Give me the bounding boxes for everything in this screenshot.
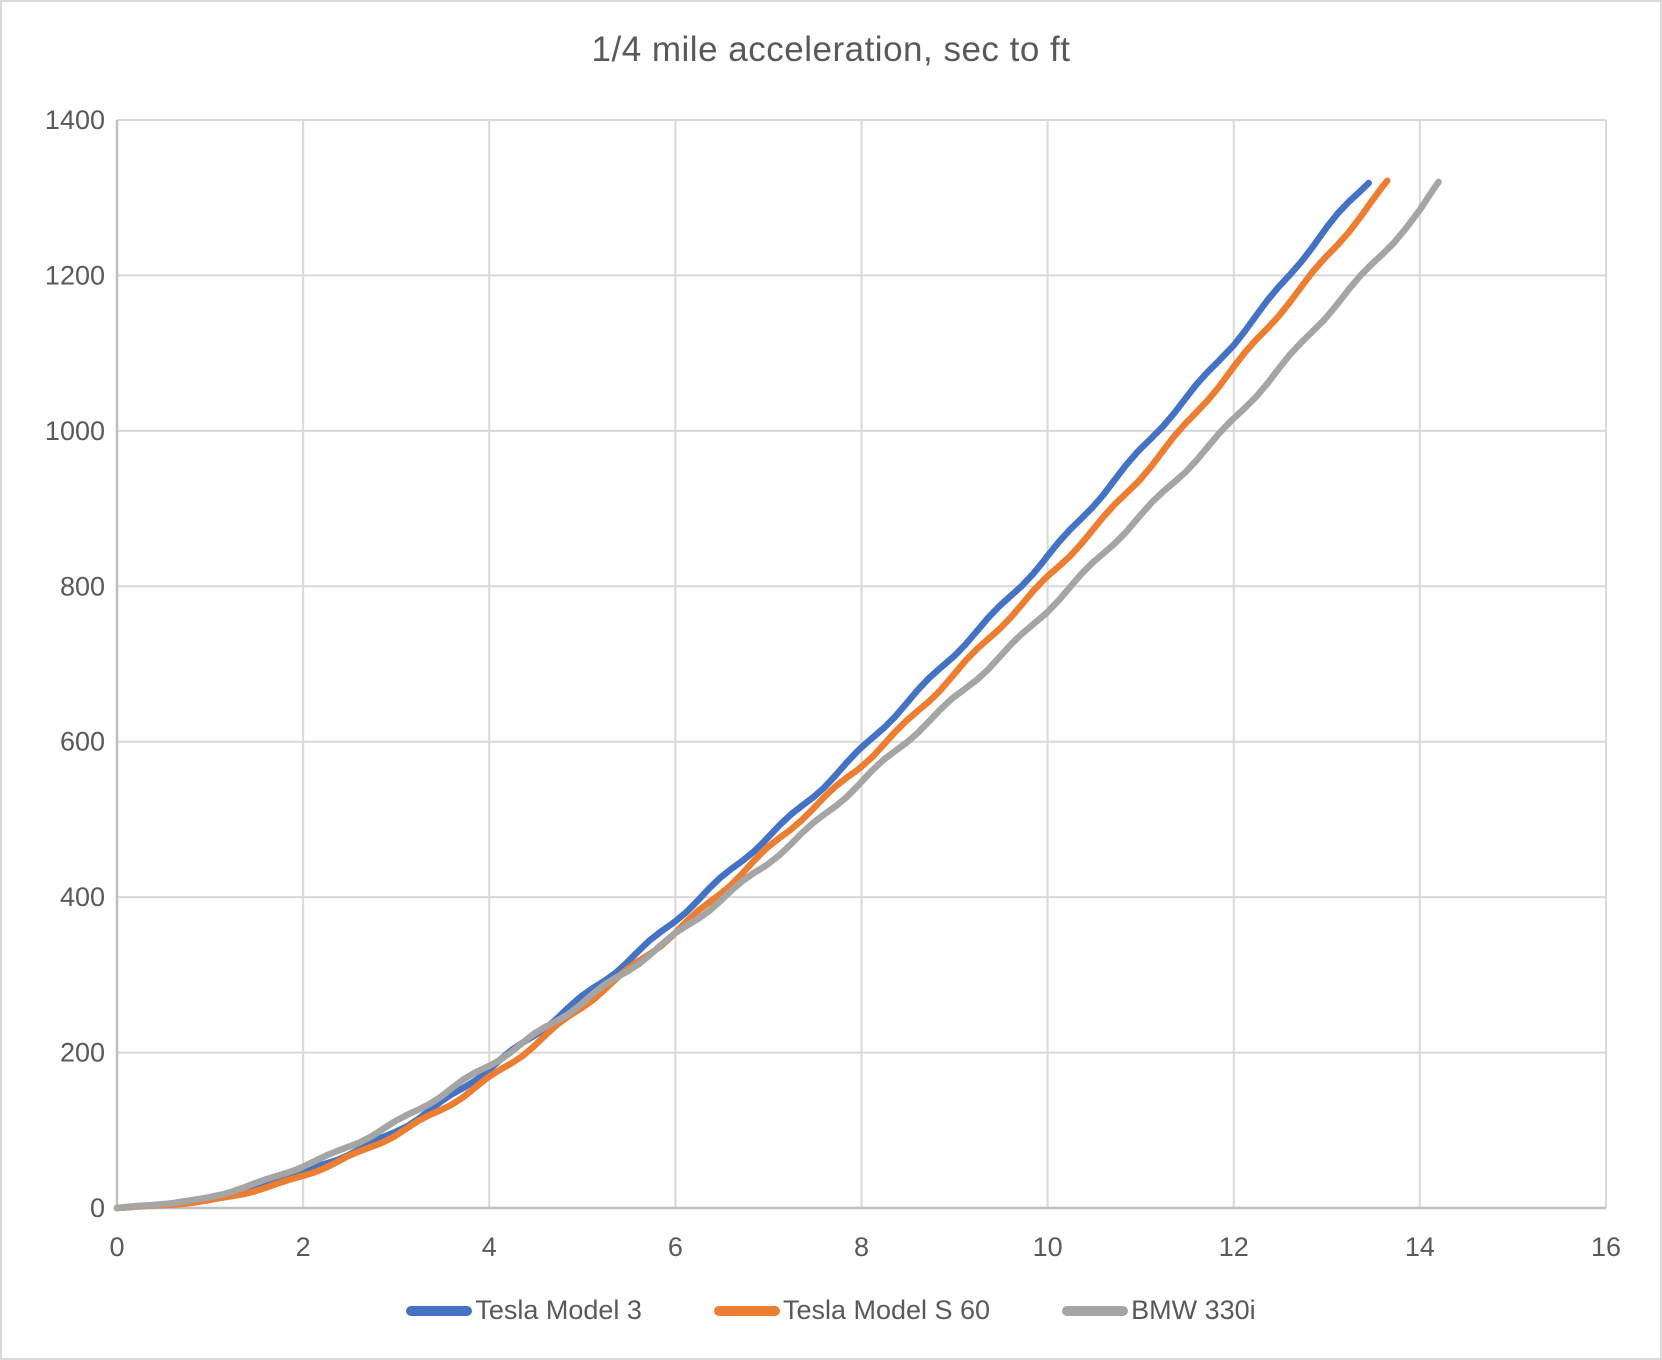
x-tick-label: 4 [482,1232,497,1262]
x-tick-label: 0 [109,1232,124,1262]
legend-item-tesla-model-s-60: Tesla Model S 60 [713,1295,991,1326]
legend-label-bmw-330i: BMW 330i [1131,1295,1256,1325]
legend-marker-tesla-model-3 [406,1305,473,1316]
y-tick-label: 600 [60,727,105,757]
y-tick-label: 1400 [45,105,105,135]
y-tick-label: 800 [60,571,105,601]
legend-marker-tesla-model-s-60 [713,1305,780,1316]
y-tick-label: 400 [60,882,105,912]
x-tick-label: 16 [1591,1232,1621,1262]
series-line-tesla-model-s-60 [113,177,1391,1212]
x-tick-label: 14 [1405,1232,1435,1262]
x-tick-label: 2 [296,1232,311,1262]
legend-label-tesla-model-3: Tesla Model 3 [475,1295,642,1325]
series-line-bmw-330i [113,178,1442,1212]
legend-item-tesla-model-3: Tesla Model 3 [406,1295,642,1326]
x-tick-label: 12 [1219,1232,1249,1262]
y-tick-label: 1200 [45,260,105,290]
x-tick-label: 10 [1033,1232,1063,1262]
y-tick-label: 0 [90,1193,105,1223]
x-tick-label: 8 [854,1232,869,1262]
x-tick-label: 6 [668,1232,683,1262]
y-tick-label: 200 [60,1038,105,1068]
legend-item-bmw-330i: BMW 330i [1062,1295,1256,1326]
series-line-tesla-model-3 [113,179,1372,1212]
legend: Tesla Model 3 Tesla Model S 60 BMW 330i [2,1295,1660,1326]
chart-title: 1/4 mile acceleration, sec to ft [591,30,1071,69]
legend-label-tesla-model-s-60: Tesla Model S 60 [782,1295,991,1325]
legend-marker-bmw-330i [1062,1305,1129,1316]
y-tick-label: 1000 [45,416,105,446]
